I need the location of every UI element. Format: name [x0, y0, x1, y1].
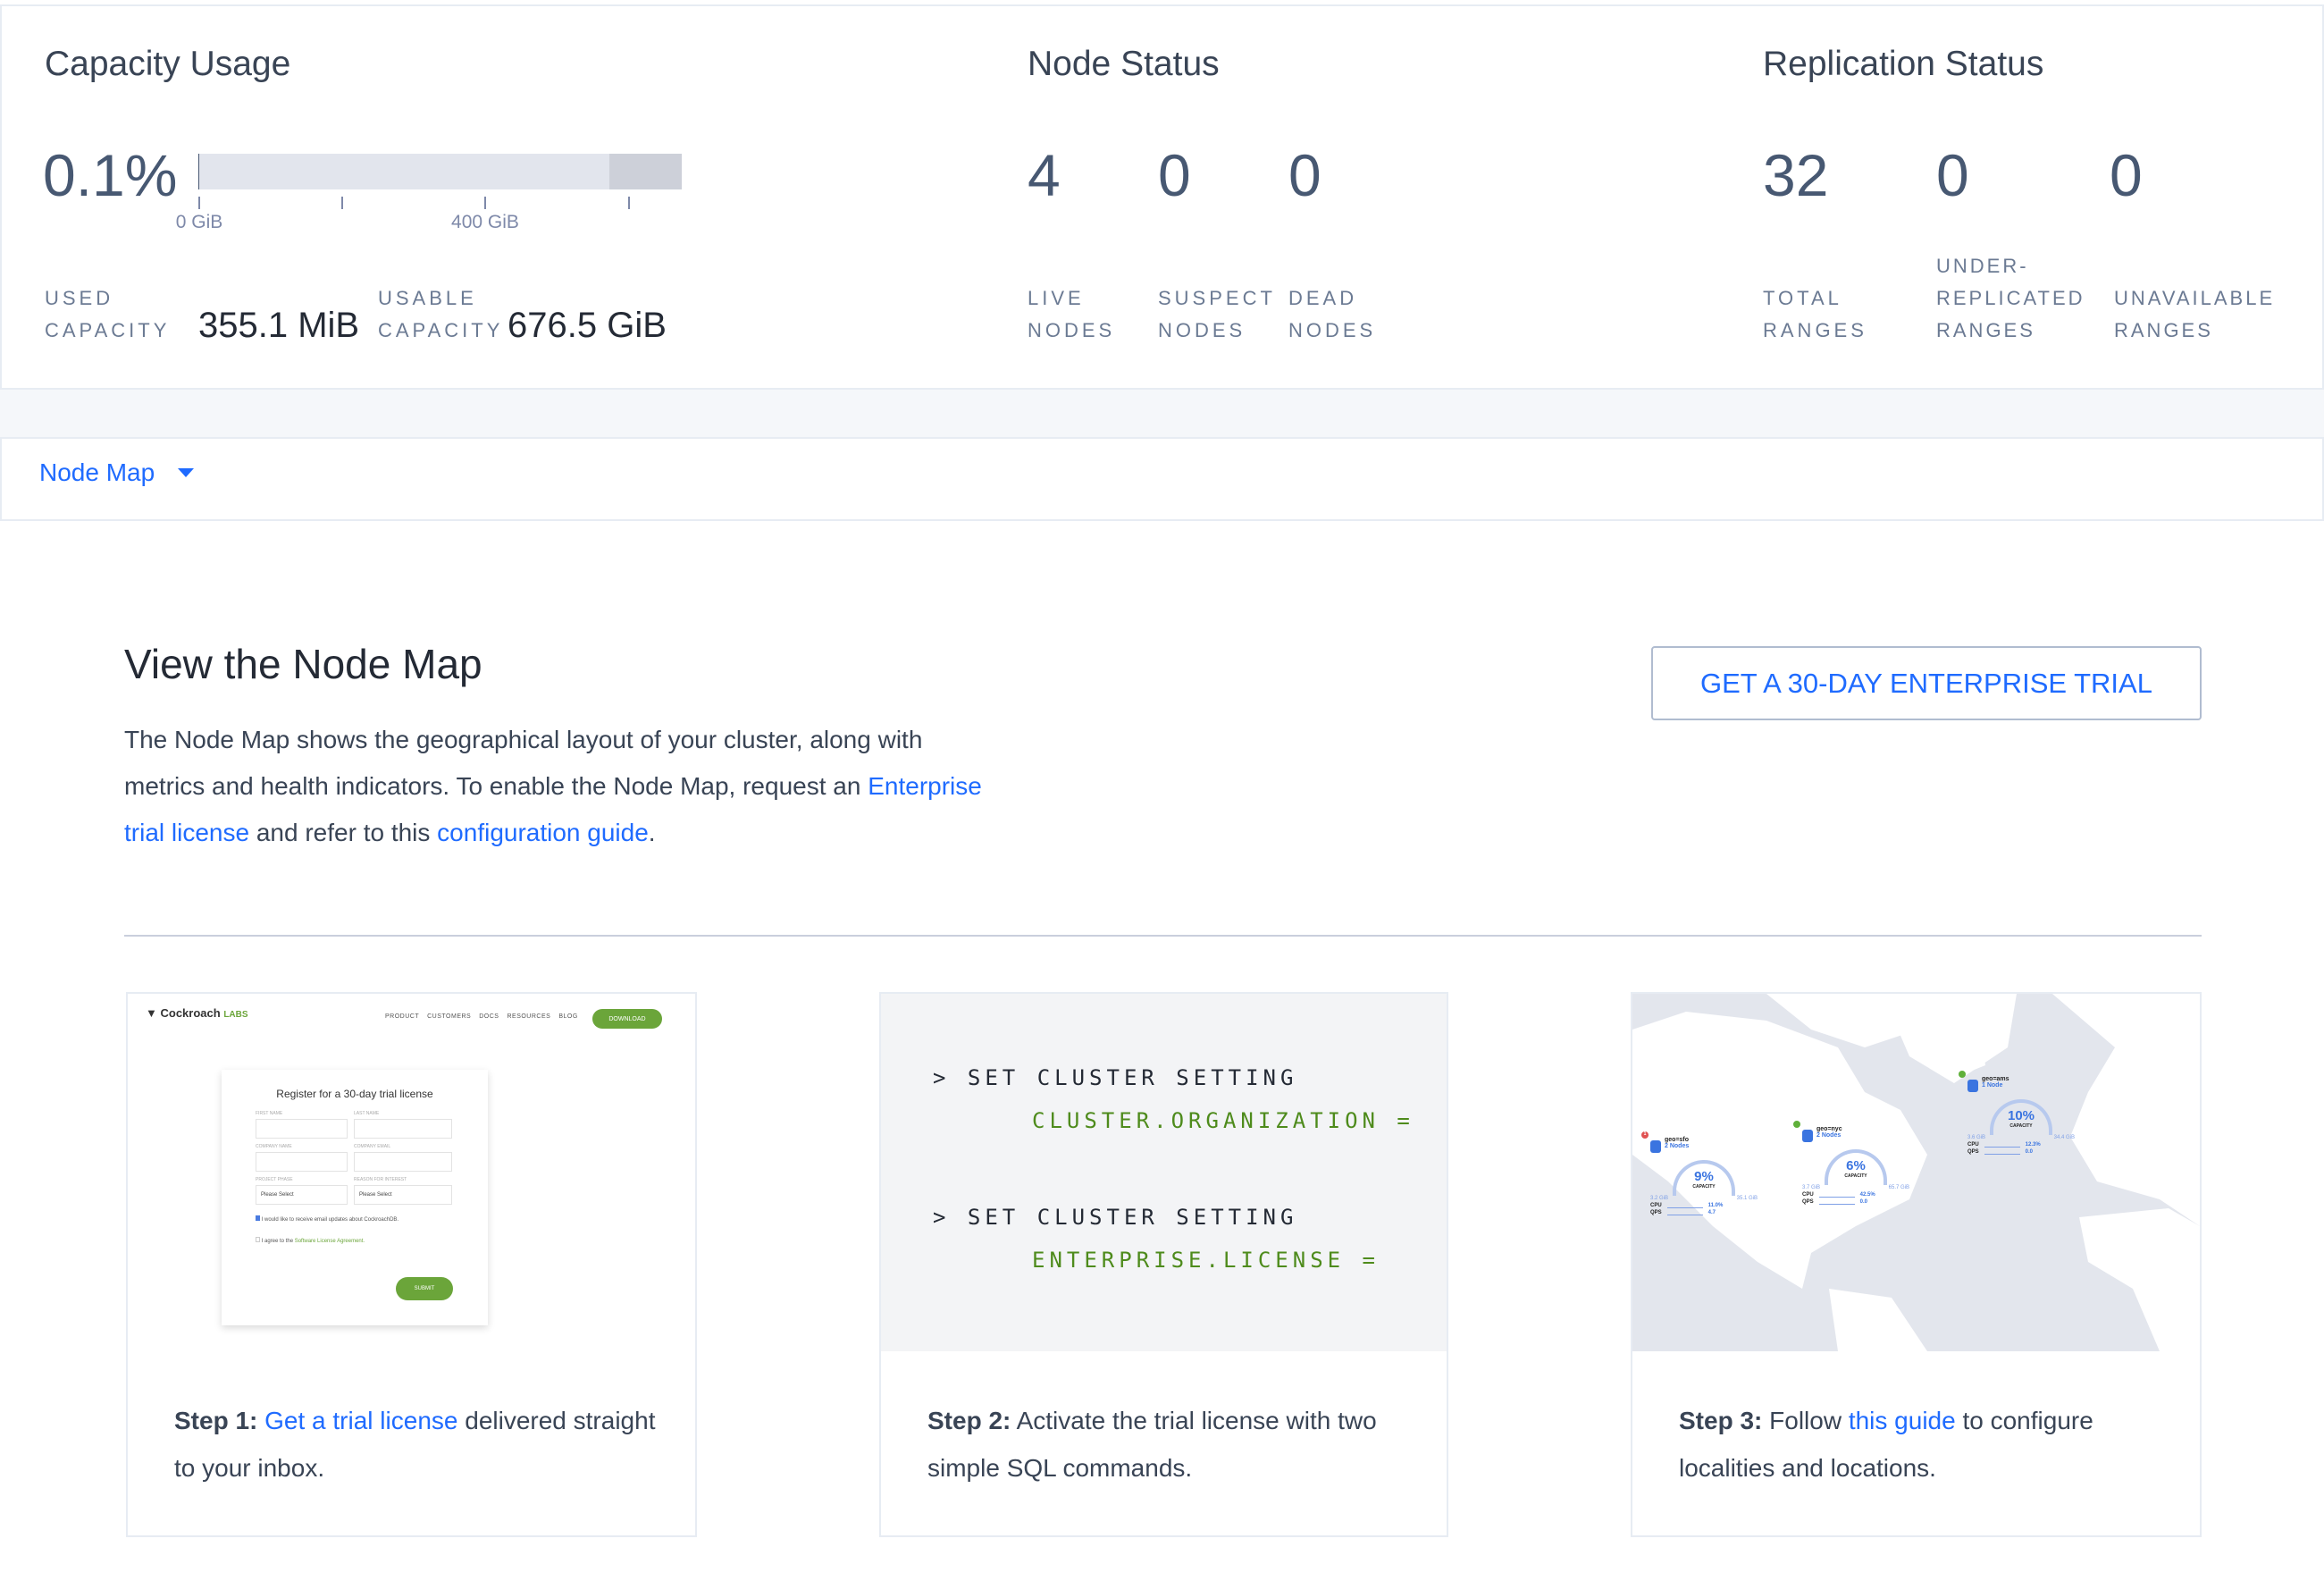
total-ranges-value: 32 [1763, 142, 1829, 208]
get-trial-license-link[interactable]: Get a trial license [264, 1407, 458, 1434]
step-1-text: Step 1: Get a trial license delivered st… [174, 1407, 656, 1482]
healthy-check-icon [1793, 1121, 1800, 1128]
summary-panel [0, 4, 2324, 390]
page-title: View the Node Map [124, 641, 482, 687]
capacity-bar [198, 154, 682, 189]
enterprise-link[interactable]: Enterprise [868, 772, 982, 800]
trial-form-screenshot: ▼ Cockroach LABS PRODUCT CUSTOMERS DOCS RES… [128, 994, 695, 1351]
tick-label: 0 GiB [175, 212, 223, 232]
dead-nodes-label: DEAD NODES [1288, 287, 1377, 341]
code-line: > SET CLUSTER SETTING [933, 1065, 1298, 1090]
caret-down-icon [178, 468, 195, 477]
tick [484, 197, 486, 209]
live-nodes-value: 4 [1028, 142, 1061, 208]
region-header: geo=ams 1 Node [1967, 1076, 2075, 1092]
under-replicated-value: 0 [1936, 142, 1969, 208]
live-nodes-label: LIVE NODES [1028, 287, 1116, 341]
capacity-gauge: 10% CAPACITY [1990, 1099, 2052, 1135]
trial-license-link[interactable]: trial license [124, 819, 250, 846]
usable-label: USABLE CAPACITY [378, 287, 504, 341]
step-3-text: Step 3: Follow this guide to configure l… [1679, 1407, 2093, 1482]
sql-commands: > SET CLUSTER SETTING CLUSTER.ORGANIZATI… [881, 994, 1447, 1351]
replication-title: Replication Status [1763, 45, 2044, 83]
tick-label: 400 GiB [451, 212, 519, 232]
dead-nodes-value: 0 [1288, 142, 1321, 208]
mock-form: Register for a 30-day trial license FIRS… [222, 1070, 488, 1325]
map-region-1: geo=nyc 2 Nodes 6% CAPACITY 3.7 GiB 65.7 G… [1793, 1121, 1909, 1205]
suspect-nodes-value: 0 [1158, 142, 1191, 208]
cockroach-logo: ▼ Cockroach LABS [146, 1006, 248, 1020]
capacity-percent: 0.1% [43, 142, 178, 208]
code-line: CLUSTER.ORGANIZATION = [1032, 1108, 1414, 1133]
database-icon [1802, 1130, 1813, 1142]
capacity-bar-unusable [609, 154, 682, 189]
view-selector-bar: Node Map [0, 437, 2324, 521]
tick [198, 197, 200, 209]
map-region-2: geo=ams 1 Node 10% CAPACITY 3.6 GiB 34.4 G… [1959, 1071, 2075, 1155]
database-icon [1650, 1140, 1661, 1153]
under-replicated-label: UNDER- REPLICATED RANGES [1936, 255, 2085, 341]
divider-band [0, 390, 2324, 437]
alert-badge: 1 [1641, 1131, 1649, 1139]
node-map-dropdown[interactable]: Node Map [39, 458, 195, 487]
this-guide-link[interactable]: this guide [1848, 1407, 1956, 1434]
map-region-0: geo=sfo 2 Nodes 9% CAPACITY 3.2 GiB 35.1 G… [1641, 1131, 1758, 1215]
used-value: 355.1 MiB [198, 306, 360, 345]
step-2-text: Step 2: Activate the trial license with … [927, 1407, 1377, 1482]
suspect-nodes-label: SUSPECT NODES [1158, 287, 1276, 341]
description: The Node Map shows the geographical layo… [124, 726, 982, 846]
configuration-guide-link[interactable]: configuration guide [437, 819, 649, 846]
node-status-title: Node Status [1028, 45, 1220, 83]
world-map [1632, 994, 2200, 1351]
step-3-card: geo=sfo 2 Nodes 9% CAPACITY 3.2 GiB 35.1 G… [1631, 992, 2202, 1537]
region-header: geo=nyc 2 Nodes [1802, 1126, 1909, 1142]
step-1-card: ▼ Cockroach LABS PRODUCT CUSTOMERS DOCS RES… [126, 992, 697, 1537]
unavailable-label: UNAVAILABLE RANGES [2114, 287, 2276, 341]
capacity-gauge: 9% CAPACITY [1673, 1160, 1735, 1196]
capacity-bar-used [198, 154, 199, 189]
divider [124, 935, 2202, 937]
mock-download-button: DOWNLOAD [592, 1009, 662, 1029]
database-icon [1967, 1080, 1978, 1092]
dropdown-label: Node Map [39, 458, 155, 486]
healthy-check-icon [1959, 1071, 1966, 1078]
capacity-gauge: 6% CAPACITY [1825, 1149, 1887, 1185]
used-label: USED CAPACITY [45, 287, 171, 341]
usable-value: 676.5 GiB [508, 306, 667, 345]
tick [341, 197, 343, 209]
code-line: ENTERPRISE.LICENSE = [1032, 1248, 1380, 1273]
unavailable-value: 0 [2110, 142, 2143, 208]
tick [628, 197, 630, 209]
capacity-title: Capacity Usage [45, 45, 291, 83]
mock-nav: PRODUCT CUSTOMERS DOCS RESOURCES BLOG [385, 1013, 578, 1020]
enterprise-trial-button[interactable]: GET A 30-DAY ENTERPRISE TRIAL [1651, 646, 2202, 720]
step-2-card: > SET CLUSTER SETTING CLUSTER.ORGANIZATI… [879, 992, 1448, 1537]
code-line: > SET CLUSTER SETTING [933, 1205, 1298, 1230]
node-map-preview: geo=sfo 2 Nodes 9% CAPACITY 3.2 GiB 35.1 G… [1632, 994, 2200, 1351]
total-ranges-label: TOTAL RANGES [1763, 287, 1867, 341]
region-header: geo=sfo 2 Nodes [1650, 1137, 1758, 1153]
